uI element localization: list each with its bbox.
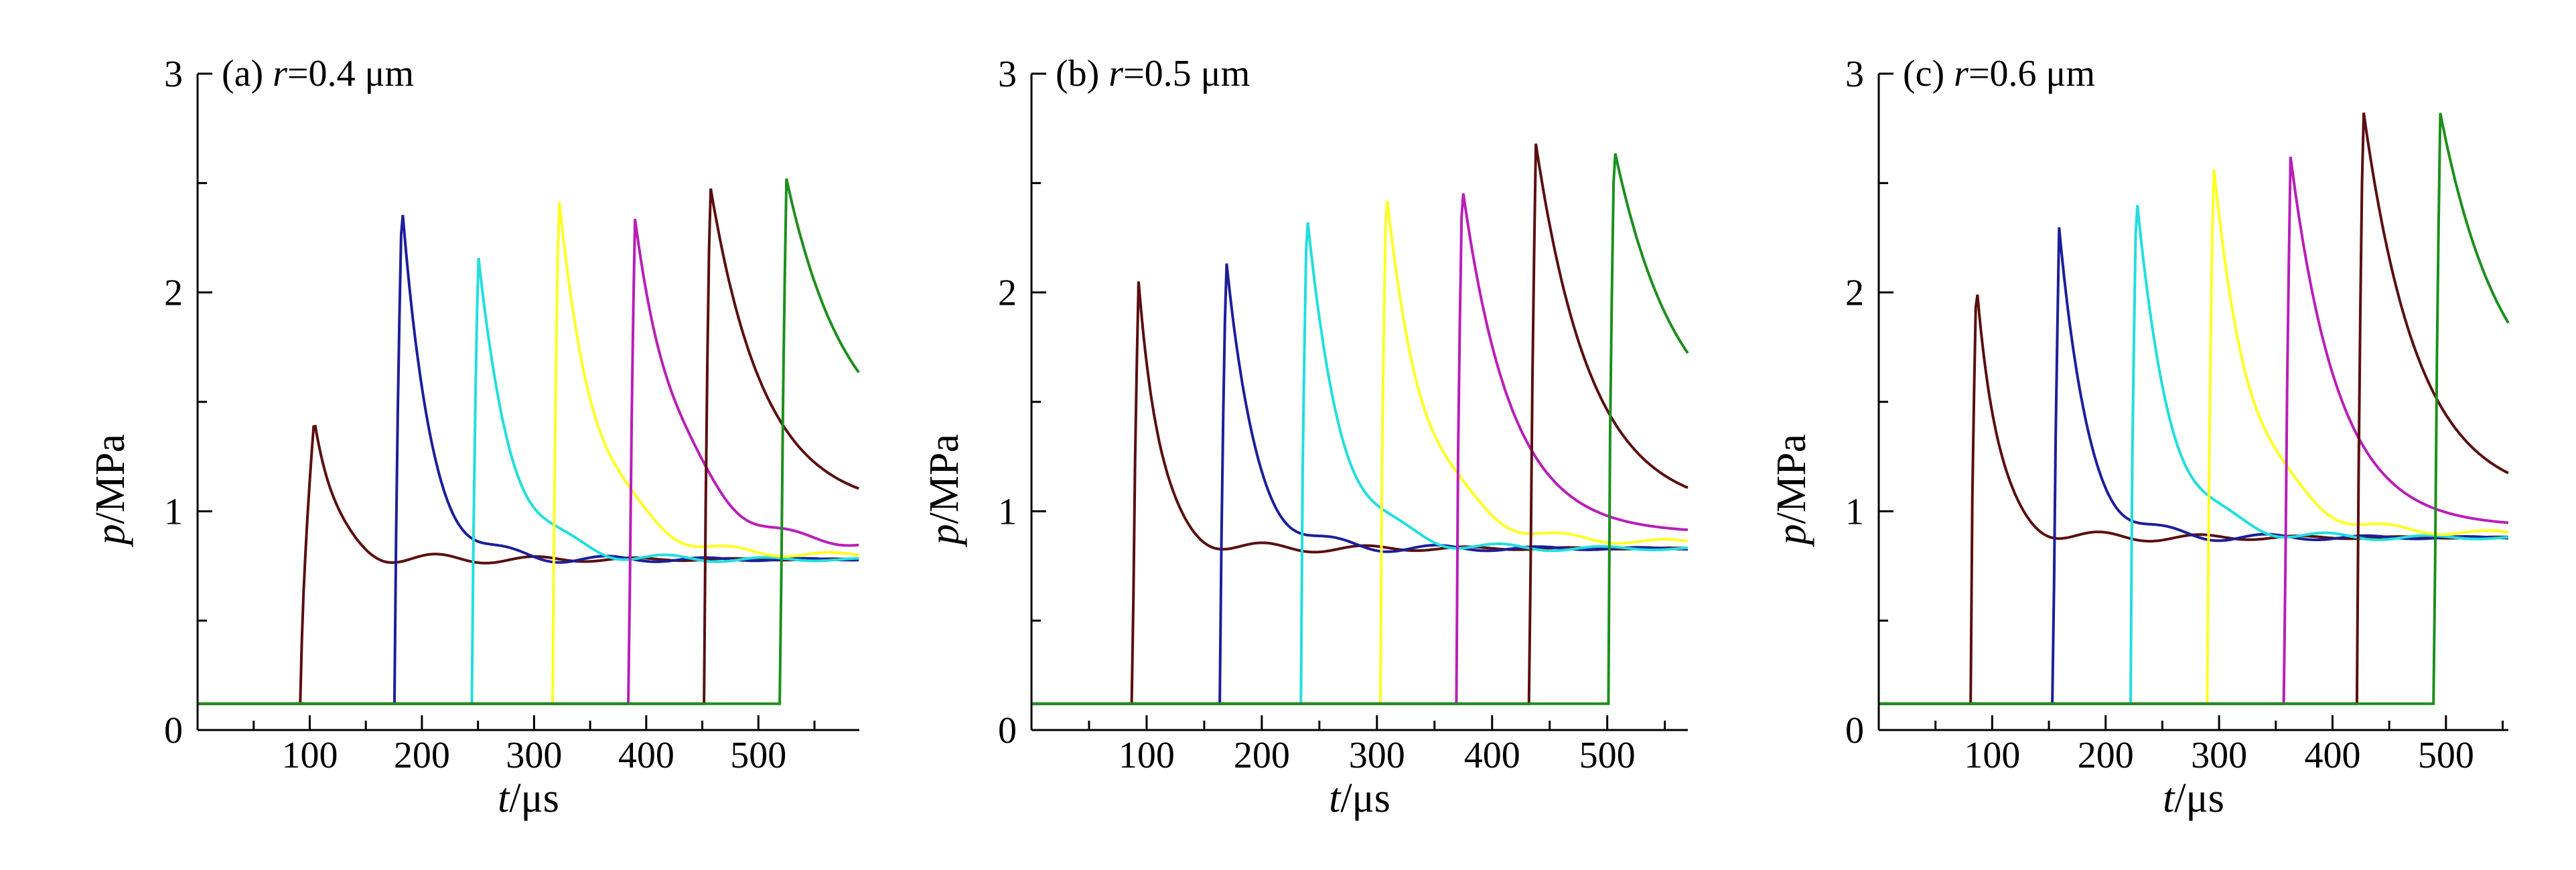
title-variable: r [1108,53,1123,94]
x-axis-title: t/μs [498,776,559,821]
x-tick-label: 400 [618,735,674,776]
x-tick-label: 200 [2078,735,2134,776]
panel-title: (a) r=0.4 μm [222,53,414,94]
x-tick-label: 400 [1464,735,1520,776]
x-tick-label: 300 [506,735,562,776]
series-group [1879,113,2510,705]
y-axis-title: p/MPa [88,434,133,547]
series-line-4 [1031,200,1689,705]
y-axis-title: p/MPa [1769,434,1814,547]
panel-label: (c) [1903,53,1954,94]
x-tick-label: 500 [730,735,786,776]
y-tick-label: 0 [998,710,1017,751]
x-tick-label: 100 [281,735,338,776]
x-tick-label: 200 [1234,735,1290,776]
panel-c: 0 1 2 3 100 200 300 400 500 (c) r=0.6 μm t/μs p/MPa [1769,53,2510,821]
series-group [1031,143,1689,705]
y-tick-label: 2 [1845,273,1864,314]
y-tick-label: 3 [1845,54,1864,95]
series-line-5 [1031,193,1689,705]
y-tick-label: 0 [1845,710,1864,751]
series-line-2 [198,214,859,705]
y-tick-label: 3 [998,54,1017,95]
x-axis-variable: t [498,776,510,821]
series-line-3 [198,257,859,705]
y-axis-variable: p [1769,524,1814,547]
series-line-6 [1031,143,1689,705]
y-tick-label: 0 [164,710,183,751]
y-tick-label: 1 [164,491,183,532]
y-axis-variable: p [922,524,967,547]
title-variable: r [273,53,287,94]
title-variable: r [1954,53,1969,94]
panel-b: 0 1 2 3 100 200 300 400 500 (b) r=0.5 μm t/μs p/MPa [922,53,1689,821]
panel-a: 0 1 2 3 100 200 300 400 500 (a) r=0.4 μm t/μs p/MPa [88,53,860,821]
x-tick-label: 200 [394,735,450,776]
title-value: =0.5 μm [1123,53,1250,94]
y-axis-title: p/MPa [922,434,967,547]
x-axis-unit: /μs [1340,776,1390,821]
x-axis-unit: /μs [509,776,559,821]
y-axis-unit: /MPa [1769,434,1814,524]
series-line-7 [1879,113,2510,705]
series-line-4 [198,202,859,705]
y-axis-variable: p [88,524,133,547]
x-tick-label: 300 [1349,735,1405,776]
series-line-7 [1031,153,1689,705]
series-line-5 [198,218,859,705]
x-tick-label: 300 [2191,735,2247,776]
series-line-1 [198,425,859,705]
title-value: =0.6 μm [1969,53,2095,94]
x-tick-label: 500 [2418,735,2474,776]
x-tick-label: 100 [1964,735,2020,776]
series-line-6 [198,188,859,705]
y-tick-label: 1 [1845,491,1864,532]
y-axis-unit: /MPa [922,434,967,524]
x-tick-label: 500 [1579,735,1636,776]
series-line-3 [1031,222,1689,705]
x-axis-variable: t [2163,776,2175,821]
x-axis-variable: t [1329,776,1342,821]
y-axis-unit: /MPa [88,434,133,524]
x-axis-title: t/μs [2163,776,2224,821]
x-tick-label: 100 [1119,735,1175,776]
x-axis-title: t/μs [1329,776,1390,821]
panel-label: (a) [222,53,273,94]
panel-title: (b) r=0.5 μm [1056,53,1250,94]
y-tick-label: 2 [164,273,183,314]
title-value: =0.4 μm [287,53,414,94]
y-tick-label: 2 [998,273,1017,314]
panel-label: (b) [1056,53,1108,94]
y-tick-label: 3 [164,54,183,95]
series-group [198,178,860,705]
series-line-7 [198,178,860,705]
x-tick-label: 400 [2304,735,2360,776]
y-tick-label: 1 [998,491,1017,532]
series-line-1 [1031,281,1689,705]
panel-title: (c) r=0.6 μm [1903,53,2095,94]
x-axis-unit: /μs [2174,776,2224,821]
